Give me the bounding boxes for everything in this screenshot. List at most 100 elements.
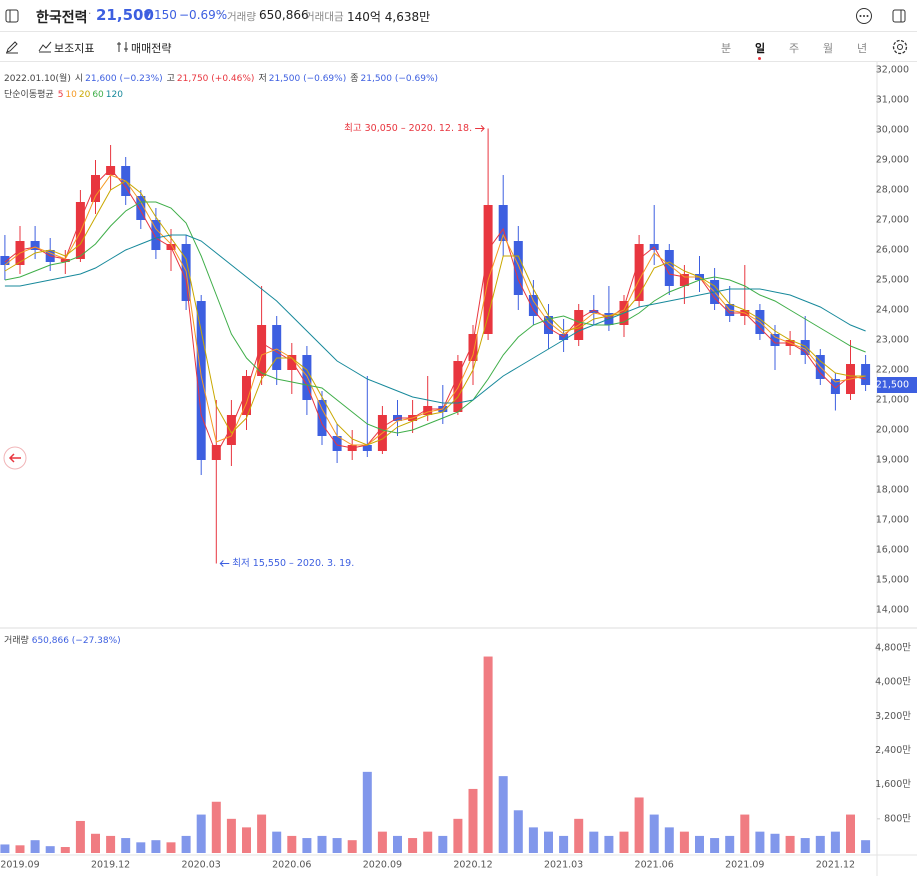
volume-bar	[634, 797, 644, 853]
candle-body	[196, 301, 206, 460]
separator: ·	[219, 8, 223, 20]
volume-tick-label: 800만	[884, 813, 911, 824]
x-tick-label: 2021.06	[635, 860, 674, 871]
y-tick-label: 27,000	[876, 215, 909, 226]
volume-bar	[196, 814, 206, 853]
candle-body	[634, 244, 644, 301]
last-price-box	[877, 377, 917, 393]
y-tick-label: 22,000	[876, 365, 909, 376]
back-arrow[interactable]	[8, 453, 21, 463]
volume-bar	[136, 842, 146, 853]
info-value: 21,500 (−0.69%)	[360, 74, 439, 84]
volume: 650,866	[259, 8, 309, 22]
volume-bar	[695, 835, 704, 853]
y-tick-label: 28,000	[876, 185, 909, 196]
volume-bar	[815, 835, 825, 853]
indicator-icon[interactable]	[38, 41, 52, 53]
y-tick-label: 23,000	[876, 335, 909, 346]
header: 한국전력 · 21,500 ▼ 150 −0.69% · 거래량 650,866…	[0, 0, 917, 32]
volume-bar	[498, 776, 508, 853]
y-tick-label: 20,000	[876, 425, 909, 436]
ohlc-info: 2022.01.10(월) 시 21,600 (−0.23%) 고 21,750 (+0…	[4, 71, 442, 84]
candle-body	[664, 250, 674, 286]
settings-button[interactable]	[892, 39, 908, 55]
volume-bar	[830, 831, 840, 853]
volume-tick-label: 3,200만	[875, 711, 911, 722]
volume-bar	[604, 835, 614, 853]
ma-legend-item: 10	[65, 90, 77, 100]
volume-bar	[574, 818, 584, 853]
y-tick-label: 15,000	[876, 575, 909, 586]
volume-bar	[408, 838, 418, 853]
y-tick-label: 25,000	[876, 275, 909, 286]
ma-legend-item: 60	[92, 90, 104, 100]
period-tab[interactable]: 분	[721, 42, 732, 55]
ma-legend-item: 5	[57, 90, 64, 100]
last-price-label: 21,500	[876, 380, 909, 391]
moving-average	[4, 234, 866, 404]
candle-body	[151, 220, 161, 250]
strategy-icon[interactable]	[116, 41, 130, 53]
y-tick-label: 24,000	[876, 305, 909, 316]
period-tab[interactable]: 주	[789, 42, 800, 55]
panel-icon[interactable]	[892, 9, 906, 23]
price: 21,500	[96, 6, 154, 24]
change-sign: ▼	[144, 10, 151, 20]
period-tab[interactable]: 년	[857, 42, 868, 55]
ma-legend-item: 120	[105, 90, 123, 100]
info-label: 종	[350, 74, 359, 84]
volume-tick-label: 4,000만	[875, 677, 911, 688]
y-tick-label: 16,000	[876, 545, 909, 556]
volume-bar	[211, 801, 221, 853]
volume-tick-label: 1,600만	[875, 779, 911, 790]
sidebar-icon[interactable]	[5, 9, 19, 23]
candle-body	[770, 334, 780, 346]
active-dot	[758, 57, 761, 60]
volume-bar	[226, 818, 236, 853]
period-tab[interactable]: 일	[755, 42, 766, 55]
volume-bar	[302, 838, 312, 853]
separator: ·	[88, 8, 92, 20]
candle-body	[528, 295, 538, 316]
volume-bar	[528, 827, 538, 853]
candle-body	[332, 436, 342, 451]
volume-bar	[181, 835, 191, 853]
volume-bar	[151, 840, 161, 853]
strategy-button[interactable]: 매매전략	[131, 42, 172, 55]
period-tab[interactable]: 월	[823, 42, 834, 55]
y-tick-label: 19,000	[876, 455, 909, 466]
candle-body	[513, 241, 523, 295]
ma-title: 단순이동평균	[4, 90, 54, 100]
candle-body	[468, 334, 478, 361]
volume-bar	[347, 840, 357, 853]
info-label: 저	[258, 74, 267, 84]
candle-body	[483, 205, 493, 334]
volume-bar	[770, 833, 780, 853]
change: 150	[154, 8, 177, 22]
x-tick-label: 2021.12	[816, 860, 855, 871]
candle-body	[423, 406, 433, 415]
candle-body	[302, 355, 312, 400]
volume-bar	[377, 831, 387, 853]
volume-value: 650,866 (−27.38%)	[31, 636, 121, 646]
more-button[interactable]	[855, 7, 873, 25]
volume-tick-label: 2,400만	[875, 745, 911, 756]
low-annotation: 최저 15,550 – 2020. 3. 19.	[232, 558, 354, 569]
draw-tool[interactable]	[5, 40, 19, 54]
volume-bar	[242, 827, 251, 853]
volume-bar	[393, 835, 402, 853]
moving-average	[4, 201, 866, 434]
y-tick-label: 26,000	[876, 245, 909, 256]
volume-bar	[800, 838, 810, 853]
candle-body	[60, 259, 70, 262]
indicators-button[interactable]: 보조지표	[54, 42, 95, 55]
volume-bar	[257, 814, 267, 853]
moving-average	[4, 174, 866, 446]
y-tick-label: 32,000	[876, 65, 909, 76]
info-value: 21,600 (−0.23%)	[85, 74, 163, 84]
back-button[interactable]	[3, 446, 27, 470]
x-tick-label: 2020.12	[453, 860, 492, 871]
volume-bar	[468, 788, 478, 853]
